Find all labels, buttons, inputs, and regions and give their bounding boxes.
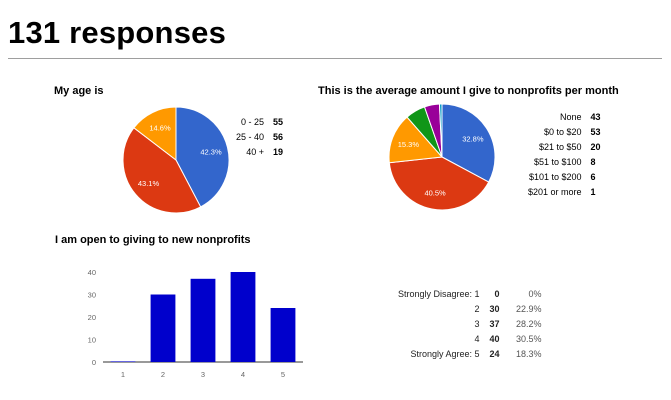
age-slice-0: [175, 106, 230, 208]
giving-legend-count: 43: [590, 111, 601, 122]
summary-label: Strongly Agree: 5: [410, 348, 480, 359]
giving-slice-1: [388, 156, 490, 211]
age-chart-title: My age is: [54, 85, 104, 97]
x-tick-label: 5: [281, 370, 285, 379]
giving-legend-label: $201 or more: [528, 186, 582, 197]
age-slice-1: [122, 127, 202, 214]
summary-count: 30: [489, 303, 500, 314]
x-tick-label: 1: [121, 370, 125, 379]
age-legend-row: 40 + 19: [236, 144, 287, 159]
giving-legend-label: $0 to $20: [543, 126, 582, 137]
age-legend-row: 0 - 25 55: [236, 114, 287, 129]
openness-chart-title: I am open to giving to new nonprofits: [55, 234, 251, 246]
giving-legend-row: $0 to $20 53: [528, 124, 605, 139]
bar-1: [110, 361, 136, 362]
giving-slice-label-1: 40.5%: [424, 188, 446, 197]
giving-legend-count: 1: [590, 186, 596, 197]
age-slice-label-0: 42.3%: [200, 147, 222, 156]
summary-count: 40: [489, 333, 500, 344]
summary-row: 2 30 22.9%: [398, 301, 542, 316]
giving-slice-0: [441, 103, 496, 183]
summary-count: 24: [489, 348, 500, 359]
giving-legend-label: $51 to $100: [533, 156, 582, 167]
summary-label: Strongly Disagree: 1: [398, 288, 480, 299]
bar-2: [150, 294, 176, 362]
x-tick-label: 3: [201, 370, 205, 379]
age-slice-label-1: 43.1%: [138, 179, 160, 188]
y-tick-label: 30: [88, 291, 96, 300]
giving-legend-label: $101 to $200: [528, 171, 582, 182]
giving-chart-title: This is the average amount I give to non…: [318, 85, 619, 97]
response-count-heading: 131 responses: [8, 15, 227, 50]
giving-legend-count: 53: [590, 126, 601, 137]
giving-legend-label: None: [560, 111, 582, 122]
age-legend-count: 56: [273, 131, 284, 142]
giving-legend: None 43 $0 to $20 53 $21 to $50 20 $51 to $100…: [528, 109, 605, 199]
summary-percent: 0%: [528, 288, 542, 299]
openness-summary-table: Strongly Disagree: 1 0 0% 2 30 22.9% 3 37 28.2% 4…: [398, 286, 542, 361]
summary-row: 3 37 28.2%: [398, 316, 542, 331]
giving-slice-2: [388, 116, 444, 164]
age-legend-count: 19: [273, 146, 284, 157]
summary-row: 4 40 30.5%: [398, 331, 542, 346]
age-legend: 0 - 25 55 25 - 40 56 40 + 19: [236, 114, 287, 159]
summary-row: Strongly Disagree: 1 0 0%: [398, 286, 542, 301]
giving-legend-label: $21 to $50: [538, 141, 582, 152]
age-pie-chart: 42.3% 43.1% 14.6%: [122, 106, 230, 214]
age-legend-label: 25 - 40: [236, 131, 265, 142]
age-legend-row: 25 - 40 56: [236, 129, 287, 144]
giving-slice-label-0: 32.8%: [462, 135, 484, 144]
giving-legend-row: None 43: [528, 109, 605, 124]
giving-slice-5: [438, 103, 443, 158]
summary-percent: 22.9%: [516, 303, 542, 314]
age-legend-label: 40 +: [246, 146, 265, 157]
summary-label: 3: [474, 318, 480, 329]
y-tick-label: 20: [88, 313, 96, 322]
age-legend-count: 55: [273, 116, 284, 127]
bar-3: [190, 278, 216, 363]
giving-legend-row: $201 or more 1: [528, 184, 605, 199]
summary-row: Strongly Agree: 5 24 18.3%: [398, 346, 542, 361]
summary-count: 37: [489, 318, 500, 329]
age-slice-label-2: 14.6%: [149, 124, 171, 133]
y-tick-label: 0: [92, 358, 96, 367]
bar-4: [230, 272, 256, 362]
summary-percent: 30.5%: [516, 333, 542, 344]
age-slice-2: [133, 106, 177, 162]
giving-legend-count: 20: [590, 141, 601, 152]
summary-count: 0: [494, 288, 500, 299]
giving-slice-label-2: 15.3%: [398, 140, 420, 149]
age-legend-label: 0 - 25: [241, 116, 265, 127]
summary-percent: 28.2%: [516, 318, 542, 329]
openness-bar-chart: 0 10 20 30 40 1 2 3 4 5: [88, 268, 303, 379]
giving-pie-chart: 32.8% 40.5% 15.3%: [388, 103, 496, 211]
summary-percent: 18.3%: [516, 348, 542, 359]
giving-legend-row: $21 to $50 20: [528, 139, 605, 154]
giving-legend-row: $101 to $200 6: [528, 169, 605, 184]
x-tick-label: 2: [161, 370, 165, 379]
x-tick-label: 4: [241, 370, 245, 379]
giving-legend-count: 6: [590, 171, 596, 182]
y-tick-label: 10: [88, 336, 96, 345]
giving-legend-row: $51 to $100 8: [528, 154, 605, 169]
heading-divider: [8, 58, 662, 59]
summary-label: 4: [474, 333, 480, 344]
summary-label: 2: [474, 303, 480, 314]
giving-legend-count: 8: [590, 156, 596, 167]
bar-5: [270, 308, 296, 362]
y-tick-label: 40: [88, 268, 96, 277]
